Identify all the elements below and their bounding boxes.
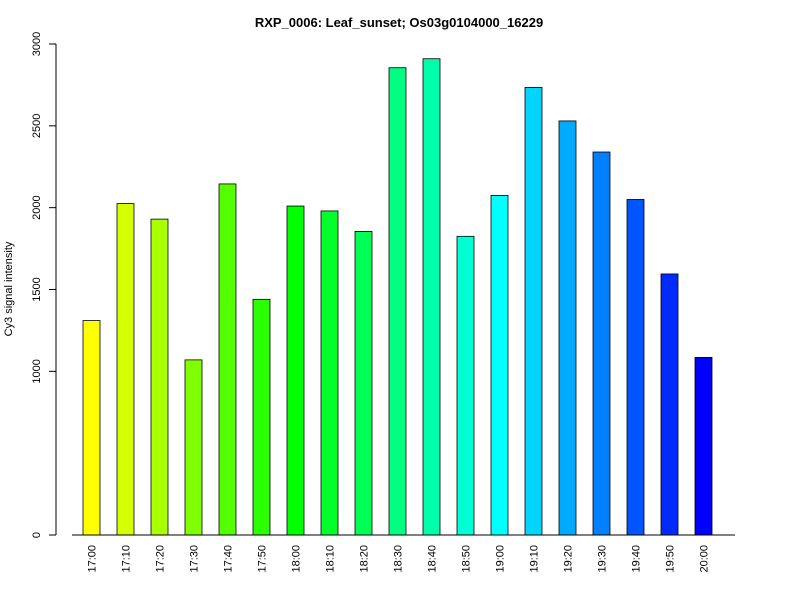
bar	[184, 359, 203, 536]
bar	[592, 151, 611, 536]
x-tick-label: 18:20	[359, 545, 371, 573]
bar	[82, 320, 101, 536]
x-tick-label: 19:50	[665, 545, 677, 573]
bar	[150, 218, 169, 536]
x-tick-label: 17:20	[155, 545, 167, 573]
x-tick-label: 18:30	[393, 545, 405, 573]
bar	[422, 58, 441, 536]
x-tick-label: 18:10	[325, 545, 337, 573]
x-tick-label: 17:50	[257, 545, 269, 573]
bar	[320, 210, 339, 536]
chart-title: RXP_0006: Leaf_sunset; Os03g0104000_1622…	[255, 15, 543, 30]
x-tick-label: 19:30	[597, 545, 609, 573]
bar	[456, 235, 475, 536]
x-tick-label: 19:00	[495, 545, 507, 573]
bars	[82, 58, 713, 536]
y-tick-label: 2000	[31, 195, 43, 219]
bar	[660, 273, 679, 536]
x-tick-label: 18:50	[461, 545, 473, 573]
y-axis-label: Cy3 signal intensity	[3, 241, 15, 336]
bar	[388, 67, 407, 536]
y-tick-label: 3000	[31, 32, 43, 56]
bar	[524, 86, 543, 536]
bar	[116, 203, 135, 536]
x-tick-label: 19:40	[631, 545, 643, 573]
x-tick-label: 20:00	[699, 545, 711, 573]
bar	[626, 199, 645, 536]
bar	[252, 298, 271, 536]
x-tick-label: 17:40	[223, 545, 235, 573]
bar	[286, 205, 305, 536]
y-tick-label: 1000	[31, 359, 43, 383]
x-tick-label: 17:10	[121, 545, 133, 573]
bar	[558, 120, 577, 536]
y-tick-label: 0	[31, 532, 43, 538]
y-axis: 0 1000 1500 2000 2500 3000	[31, 32, 57, 538]
x-tick-label: 19:10	[529, 545, 541, 573]
y-tick-label: 2500	[31, 114, 43, 138]
x-tick-label: 18:00	[291, 545, 303, 573]
x-tick-label: 18:40	[427, 545, 439, 573]
x-tick-label: 17:30	[189, 545, 201, 573]
x-tick-labels: 17:00 17:10 17:20 17:30 17:40 17:50 18:00 18:10…	[87, 545, 711, 573]
x-tick-label: 19:20	[563, 545, 575, 573]
bar	[218, 183, 237, 536]
x-tick-label: 17:00	[87, 545, 99, 573]
y-tick-label: 1500	[31, 277, 43, 301]
bar	[694, 357, 713, 536]
bar	[354, 230, 373, 536]
bar	[490, 194, 509, 536]
